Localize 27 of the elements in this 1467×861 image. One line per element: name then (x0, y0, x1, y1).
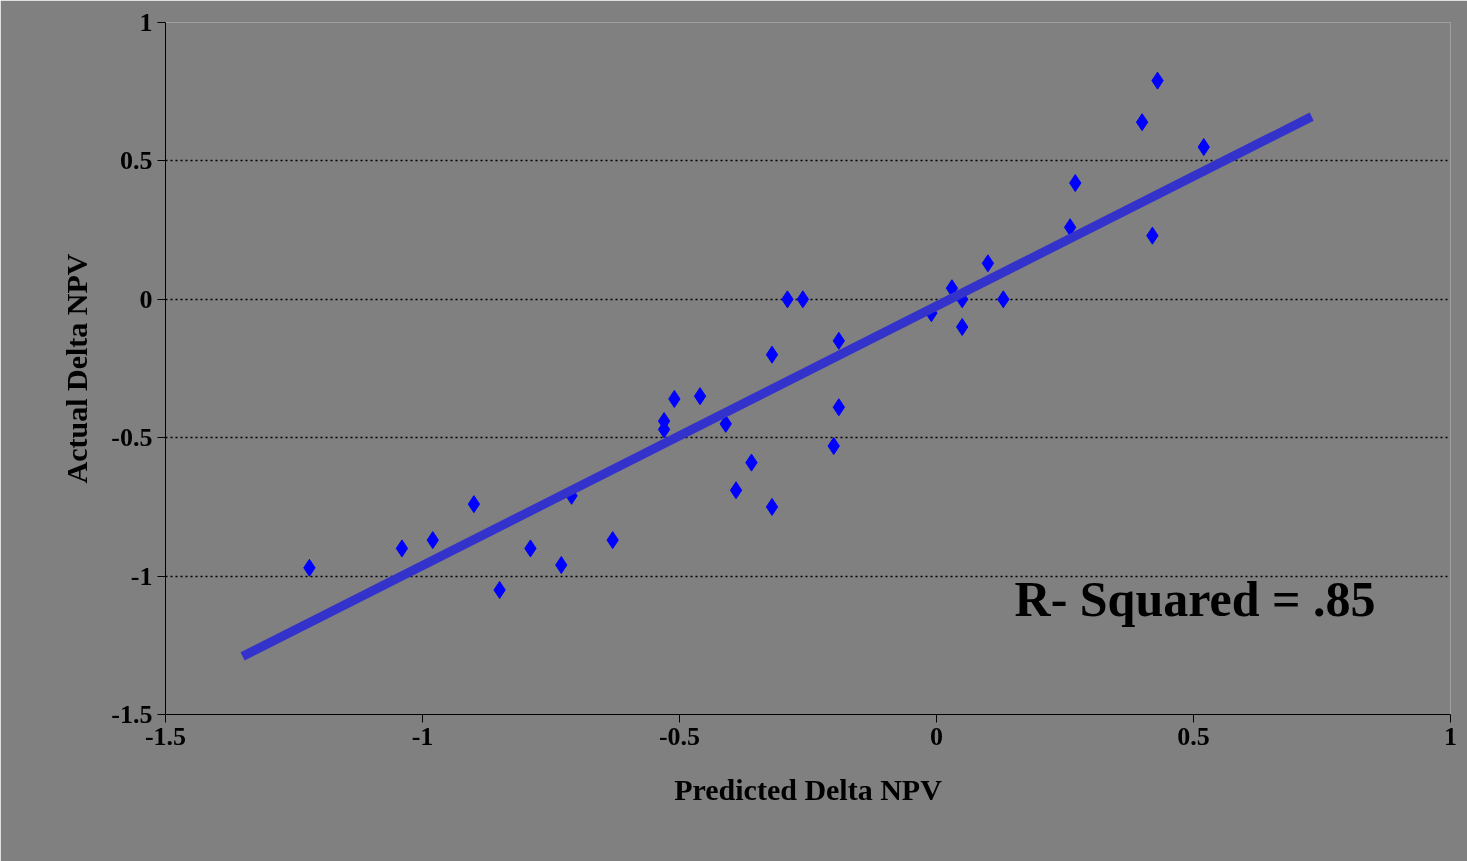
point (981, 254, 995, 273)
x-tick-label: -0.5 (658, 721, 701, 751)
point (765, 345, 779, 364)
point (729, 481, 743, 500)
point (395, 539, 409, 558)
x-tick-label: 1 (1444, 721, 1457, 751)
point (832, 331, 846, 350)
x-tick-label: -1 (411, 721, 434, 751)
y-tick-label: -0.5 (111, 423, 153, 453)
point (765, 497, 779, 516)
point (827, 437, 840, 455)
y-tick-label: 0.5 (120, 146, 153, 176)
y-tick-label: -1 (130, 561, 153, 591)
point (796, 290, 810, 309)
y-axis-title: Actual Delta NPV (60, 253, 94, 484)
point (1135, 113, 1149, 132)
y-tick-label: -1.5 (111, 700, 153, 729)
point (467, 495, 481, 514)
point (693, 387, 707, 406)
y-tick-label: 1 (139, 8, 153, 37)
point (1063, 218, 1077, 237)
y-tick-label: 0 (139, 284, 153, 314)
x-tick-label: 0.5 (1177, 721, 1210, 751)
x-tick-label: 0 (930, 721, 943, 751)
annotation: R- Squared = .85 (1014, 570, 1376, 627)
point (832, 398, 846, 417)
x-axis-title: Predicted Delta NPV (674, 772, 943, 806)
